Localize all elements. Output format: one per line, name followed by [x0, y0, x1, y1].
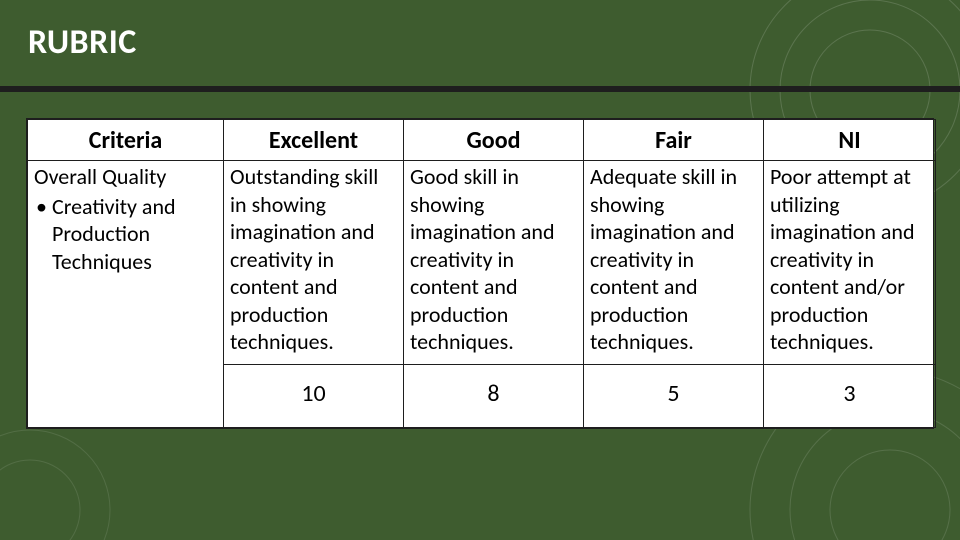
- cell-good: Good skill in showing imagination and cr…: [404, 161, 584, 365]
- cell-ni: Poor attempt at utilizing imagination an…: [764, 161, 936, 365]
- score-good: 8: [404, 364, 584, 427]
- cell-fair: Adequate skill in showing imagination an…: [584, 161, 764, 365]
- score-fair: 5: [584, 364, 764, 427]
- cell-excellent: Outstanding skill in showing imagination…: [224, 161, 404, 365]
- rubric-table-container: Criteria Excellent Good Fair NI Overall …: [26, 118, 934, 429]
- criteria-title: Overall Quality: [34, 163, 217, 191]
- col-header-ni: NI: [764, 120, 936, 161]
- rubric-table: Criteria Excellent Good Fair NI Overall …: [27, 119, 936, 428]
- table-header-row: Criteria Excellent Good Fair NI: [28, 120, 936, 161]
- score-ni: 3: [764, 364, 936, 427]
- col-header-criteria: Criteria: [28, 120, 224, 161]
- criteria-bullets: Creativity and Production Techniques: [34, 193, 217, 276]
- col-header-good: Good: [404, 120, 584, 161]
- title-underline: [0, 86, 960, 92]
- criteria-cell: Overall Quality Creativity and Productio…: [28, 161, 224, 428]
- score-excellent: 10: [224, 364, 404, 427]
- col-header-excellent: Excellent: [224, 120, 404, 161]
- table-row-descriptions: Overall Quality Creativity and Productio…: [28, 161, 936, 365]
- col-header-fair: Fair: [584, 120, 764, 161]
- page-title: RUBRIC: [28, 22, 137, 63]
- criteria-bullet: Creativity and Production Techniques: [34, 193, 217, 276]
